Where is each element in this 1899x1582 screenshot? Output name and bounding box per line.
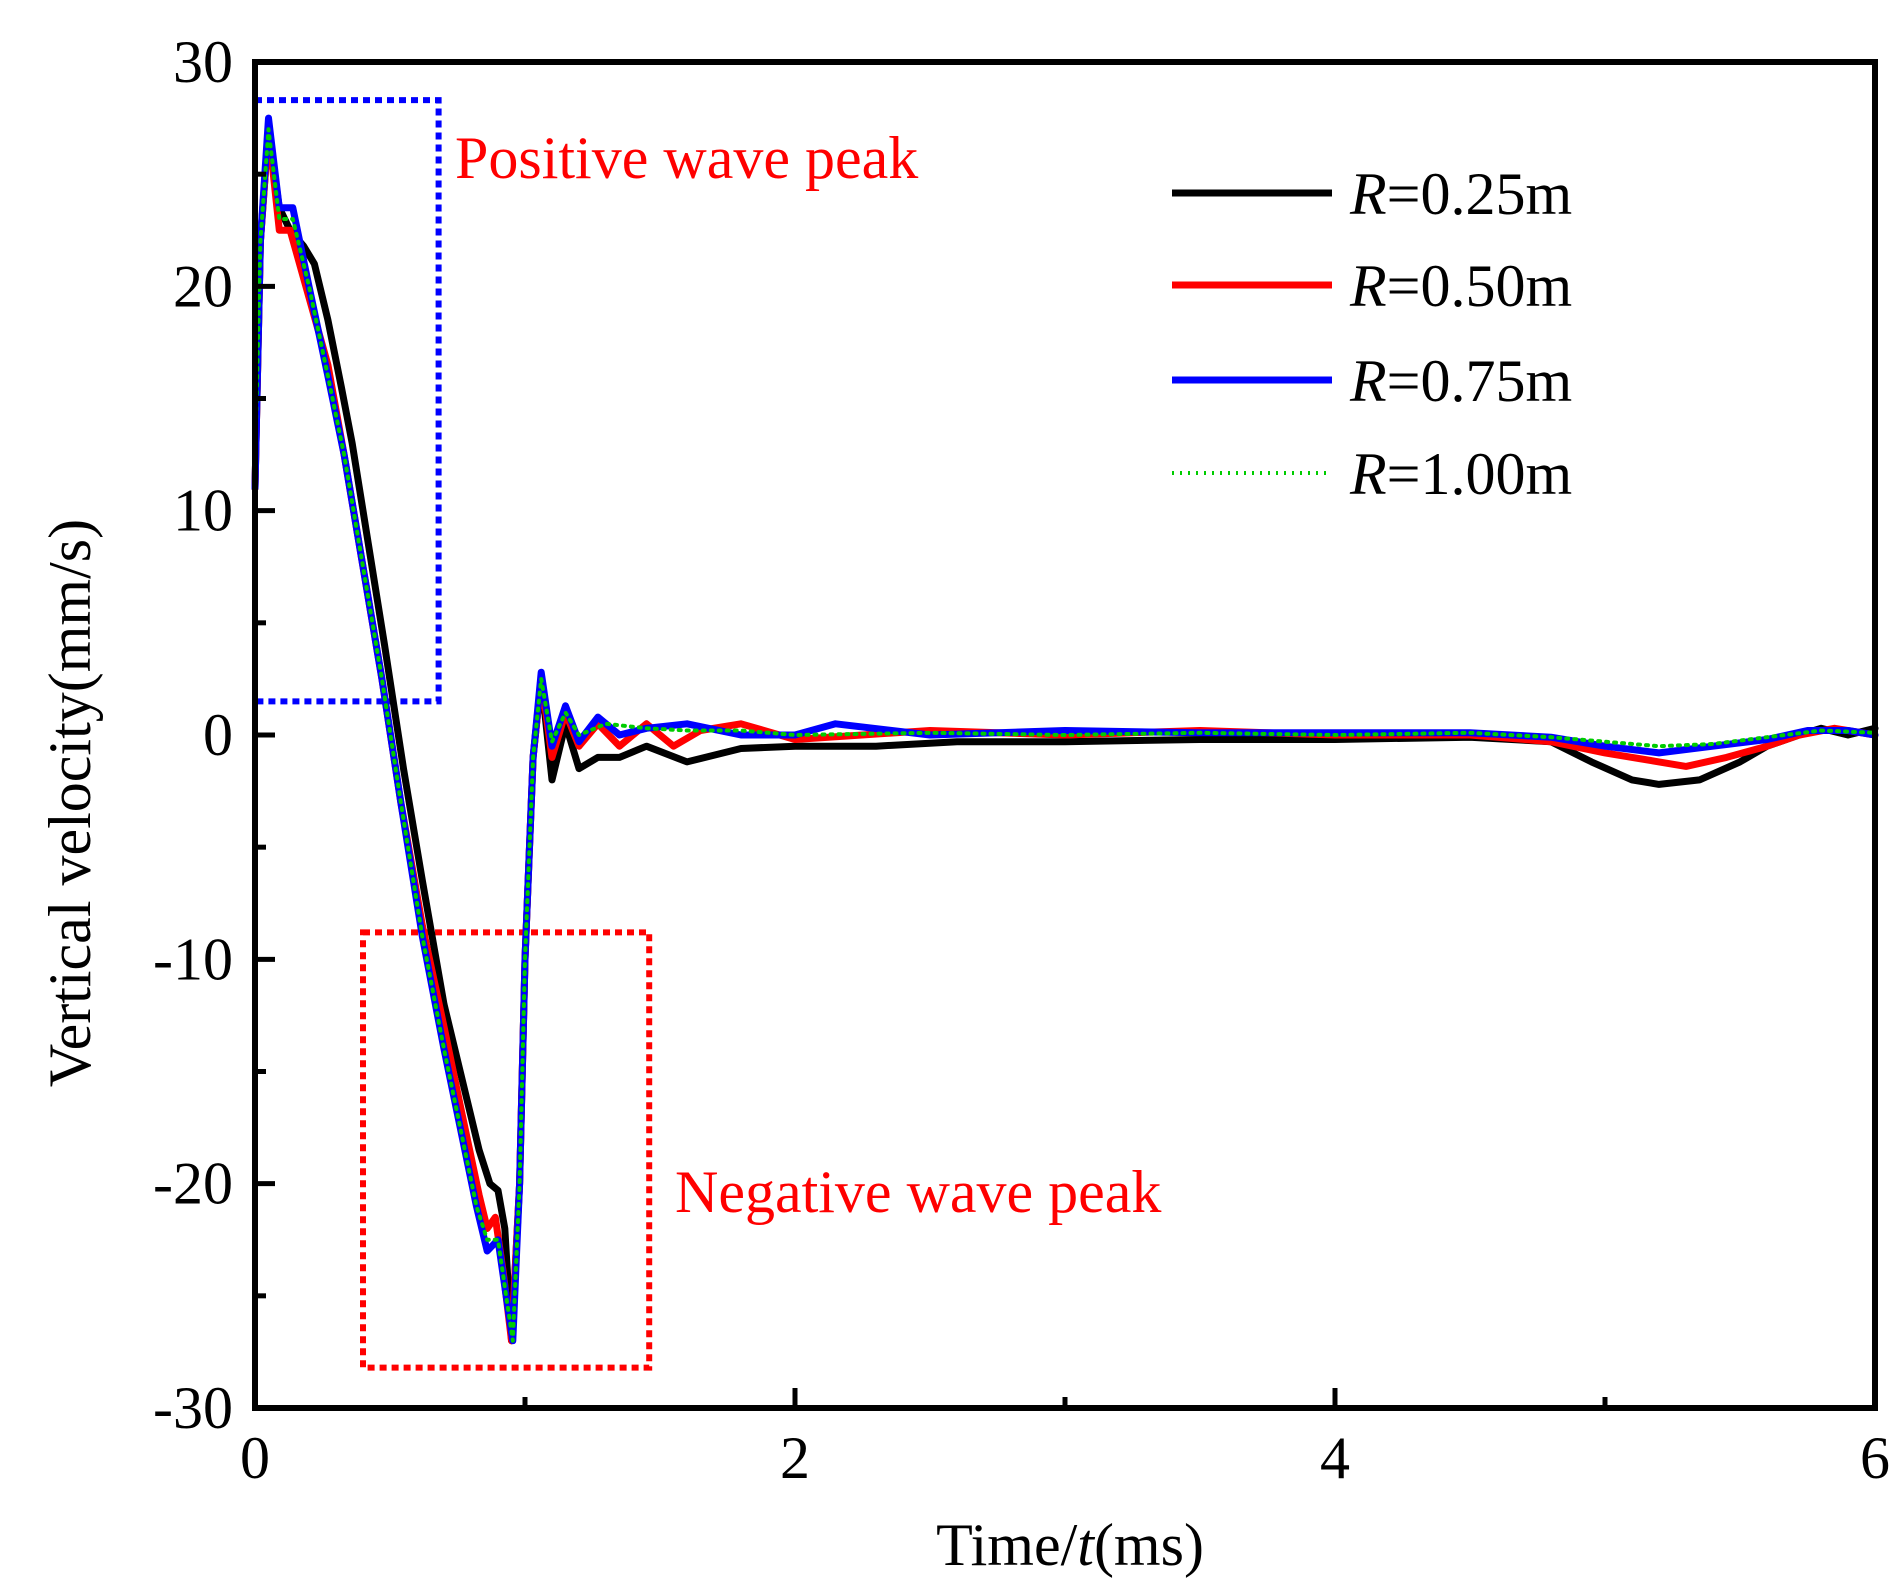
legend-label-r-1-00: R=1.00m — [1349, 441, 1572, 507]
annotation-boxes — [252, 97, 653, 1371]
legend-label-r-0-25: R=0.25m — [1349, 161, 1572, 227]
y-tick-label: 10 — [173, 478, 233, 544]
annotation-box-positive — [252, 97, 442, 705]
x-axis-title: Time/t(ms) — [936, 1512, 1204, 1578]
y-axis-title: Vertical velocity(mm/s) — [37, 519, 103, 1087]
series-line-r-0-25m — [251, 125, 1879, 1345]
y-tick-label: -10 — [153, 926, 233, 992]
legend-label-r-0-75: R=0.75m — [1349, 348, 1572, 414]
y-tick-label: 30 — [173, 29, 233, 95]
y-tick-label: -20 — [153, 1151, 233, 1217]
legend-item-r-0-50: R=0.50m — [1172, 253, 1572, 319]
axis-ticks — [252, 59, 1878, 1411]
legend-item-r-1-00: R=1.00m — [1172, 441, 1572, 507]
y-tick-label: 20 — [173, 253, 233, 319]
x-tick-labels: 0 2 4 6 — [240, 1425, 1890, 1491]
y-tick-label: 0 — [203, 702, 233, 768]
annotation-box-negative — [360, 929, 653, 1371]
negative-peak-annotation: Negative wave peak — [675, 1159, 1161, 1225]
series-layer — [251, 114, 1879, 1345]
series-line-r-1-00m — [253, 127, 1877, 1343]
y-tick-label: -30 — [153, 1375, 233, 1441]
legend: R=0.25m R=0.50m R=0.75m R=1.00m — [1172, 161, 1572, 507]
x-tick-label: 4 — [1320, 1425, 1350, 1491]
x-tick-label: 0 — [240, 1425, 270, 1491]
legend-label-r-0-50: R=0.50m — [1349, 253, 1572, 319]
x-tick-label: 2 — [780, 1425, 810, 1491]
legend-item-r-0-25: R=0.25m — [1172, 161, 1572, 227]
positive-peak-annotation: Positive wave peak — [455, 125, 918, 191]
x-tick-label: 6 — [1860, 1425, 1890, 1491]
y-tick-labels: -30 -20 -10 0 10 20 30 — [153, 29, 233, 1441]
legend-item-r-0-75: R=0.75m — [1172, 348, 1572, 414]
